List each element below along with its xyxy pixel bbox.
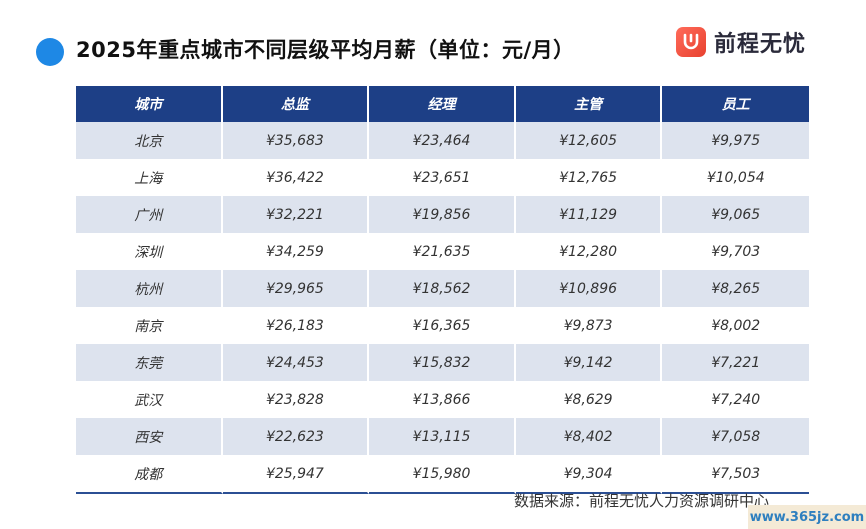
city-cell: 杭州 bbox=[76, 270, 223, 307]
director-salary-cell: ¥29,965 bbox=[223, 270, 370, 307]
manager-salary-cell: ¥23,651 bbox=[369, 159, 516, 196]
city-cell: 北京 bbox=[76, 122, 223, 159]
city-cell: 东莞 bbox=[76, 344, 223, 381]
page-title: 2025年重点城市不同层级平均月薪（单位：元/月） bbox=[76, 34, 575, 64]
director-salary-cell: ¥24,453 bbox=[223, 344, 370, 381]
director-salary-cell: ¥22,623 bbox=[223, 418, 370, 455]
table-row: 西安 ¥22,623 ¥13,115 ¥8,402 ¥7,058 bbox=[76, 418, 809, 455]
header-staff: 员工 bbox=[662, 86, 809, 122]
manager-salary-cell: ¥13,115 bbox=[369, 418, 516, 455]
data-source-note: 数据来源：前程无忧人力资源调研中心 bbox=[514, 490, 769, 511]
director-salary-cell: ¥34,259 bbox=[223, 233, 370, 270]
staff-salary-cell: ¥7,240 bbox=[662, 381, 809, 418]
table-row: 北京 ¥35,683 ¥23,464 ¥12,605 ¥9,975 bbox=[76, 122, 809, 159]
staff-salary-cell: ¥7,058 bbox=[662, 418, 809, 455]
supervisor-salary-cell: ¥8,402 bbox=[516, 418, 663, 455]
supervisor-salary-cell: ¥12,280 bbox=[516, 233, 663, 270]
supervisor-salary-cell: ¥12,605 bbox=[516, 122, 663, 159]
table-row: 杭州 ¥29,965 ¥18,562 ¥10,896 ¥8,265 bbox=[76, 270, 809, 307]
supervisor-salary-cell: ¥9,873 bbox=[516, 307, 663, 344]
table-row: 深圳 ¥34,259 ¥21,635 ¥12,280 ¥9,703 bbox=[76, 233, 809, 270]
city-cell: 成都 bbox=[76, 455, 223, 494]
director-salary-cell: ¥25,947 bbox=[223, 455, 370, 494]
director-salary-cell: ¥26,183 bbox=[223, 307, 370, 344]
manager-salary-cell: ¥23,464 bbox=[369, 122, 516, 159]
city-cell: 南京 bbox=[76, 307, 223, 344]
supervisor-salary-cell: ¥10,896 bbox=[516, 270, 663, 307]
title-bullet-icon bbox=[36, 38, 64, 66]
supervisor-salary-cell: ¥9,304 bbox=[516, 455, 663, 494]
city-cell: 上海 bbox=[76, 159, 223, 196]
manager-salary-cell: ¥15,980 bbox=[369, 455, 516, 494]
director-salary-cell: ¥36,422 bbox=[223, 159, 370, 196]
director-salary-cell: ¥32,221 bbox=[223, 196, 370, 233]
manager-salary-cell: ¥13,866 bbox=[369, 381, 516, 418]
header-supervisor: 主管 bbox=[516, 86, 663, 122]
supervisor-salary-cell: ¥8,629 bbox=[516, 381, 663, 418]
site-watermark: www.365jz.com bbox=[748, 505, 866, 529]
brand-name: 前程无忧 bbox=[714, 26, 806, 58]
director-salary-cell: ¥35,683 bbox=[223, 122, 370, 159]
staff-salary-cell: ¥8,002 bbox=[662, 307, 809, 344]
city-cell: 西安 bbox=[76, 418, 223, 455]
staff-salary-cell: ¥9,703 bbox=[662, 233, 809, 270]
staff-salary-cell: ¥7,221 bbox=[662, 344, 809, 381]
manager-salary-cell: ¥21,635 bbox=[369, 233, 516, 270]
supervisor-salary-cell: ¥11,129 bbox=[516, 196, 663, 233]
table-row: 武汉 ¥23,828 ¥13,866 ¥8,629 ¥7,240 bbox=[76, 381, 809, 418]
table-row: 东莞 ¥24,453 ¥15,832 ¥9,142 ¥7,221 bbox=[76, 344, 809, 381]
table-body: 北京 ¥35,683 ¥23,464 ¥12,605 ¥9,975 上海 ¥36,422 ¥2… bbox=[76, 122, 809, 494]
supervisor-salary-cell: ¥9,142 bbox=[516, 344, 663, 381]
city-cell: 广州 bbox=[76, 196, 223, 233]
hand-logo-icon bbox=[676, 27, 706, 57]
header-manager: 经理 bbox=[369, 86, 516, 122]
staff-salary-cell: ¥8,265 bbox=[662, 270, 809, 307]
manager-salary-cell: ¥19,856 bbox=[369, 196, 516, 233]
director-salary-cell: ¥23,828 bbox=[223, 381, 370, 418]
header-city: 城市 bbox=[76, 86, 223, 122]
table-row: 南京 ¥26,183 ¥16,365 ¥9,873 ¥8,002 bbox=[76, 307, 809, 344]
brand-logo: 前程无忧 bbox=[676, 26, 806, 58]
manager-salary-cell: ¥16,365 bbox=[369, 307, 516, 344]
table-row: 成都 ¥25,947 ¥15,980 ¥9,304 ¥7,503 bbox=[76, 455, 809, 494]
supervisor-salary-cell: ¥12,765 bbox=[516, 159, 663, 196]
city-cell: 武汉 bbox=[76, 381, 223, 418]
header-director: 总监 bbox=[223, 86, 370, 122]
manager-salary-cell: ¥18,562 bbox=[369, 270, 516, 307]
city-cell: 深圳 bbox=[76, 233, 223, 270]
salary-table: 城市 总监 经理 主管 员工 北京 ¥35,683 ¥23,464 ¥12,605 ¥9… bbox=[76, 86, 809, 494]
table-row: 广州 ¥32,221 ¥19,856 ¥11,129 ¥9,065 bbox=[76, 196, 809, 233]
staff-salary-cell: ¥9,065 bbox=[662, 196, 809, 233]
manager-salary-cell: ¥15,832 bbox=[369, 344, 516, 381]
staff-salary-cell: ¥10,054 bbox=[662, 159, 809, 196]
staff-salary-cell: ¥7,503 bbox=[662, 455, 809, 494]
table-header-row: 城市 总监 经理 主管 员工 bbox=[76, 86, 809, 122]
staff-salary-cell: ¥9,975 bbox=[662, 122, 809, 159]
table-row: 上海 ¥36,422 ¥23,651 ¥12,765 ¥10,054 bbox=[76, 159, 809, 196]
